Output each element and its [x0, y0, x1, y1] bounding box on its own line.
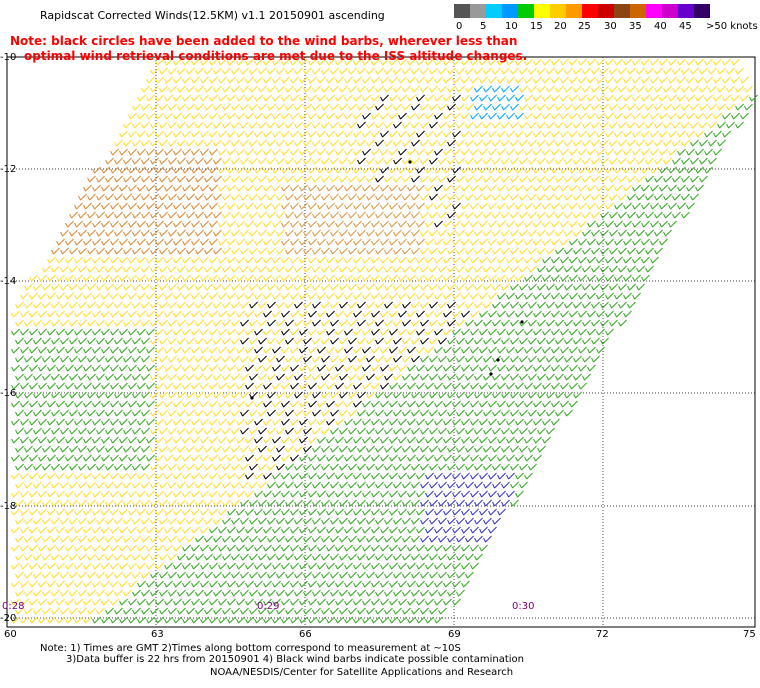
colorbar-swatch: [630, 4, 646, 18]
colorbar-swatch: [534, 4, 550, 18]
footer-note-2: 3)Data buffer is 22 hrs from 20150901 4)…: [66, 654, 524, 665]
lon-label: 75: [743, 629, 756, 640]
lat-label: -18: [0, 501, 17, 512]
contamination-dot: [520, 320, 524, 324]
colorbar-label: 30: [604, 21, 617, 32]
time-label: 0:28: [2, 601, 25, 612]
wind-barb-group: [11, 94, 758, 624]
map-title: Rapidscat Corrected Winds(12.5KM) v1.1 2…: [40, 9, 385, 22]
wind-barb-group: [281, 184, 425, 255]
lat-label: -20: [0, 613, 17, 624]
lat-label: -16: [0, 388, 17, 399]
contamination-dot: [250, 396, 254, 400]
lon-label: 63: [151, 629, 164, 640]
colorbar-label: 35: [629, 21, 642, 32]
colorbar-swatch: [518, 4, 534, 18]
time-label: 0:30: [512, 601, 535, 612]
colorbar-label: 45: [679, 21, 692, 32]
colorbar-label: 0: [456, 21, 463, 32]
colorbar-swatch: [454, 4, 470, 18]
lat-label: -14: [0, 276, 17, 287]
contamination-dot: [408, 160, 412, 164]
contamination-dot: [496, 358, 500, 362]
time-label: 0:29: [257, 601, 280, 612]
lat-label: -10: [0, 52, 17, 63]
colorbar-label: 15: [530, 21, 543, 32]
colorbar-swatch: [566, 4, 582, 18]
wind-barb-group: [470, 85, 524, 120]
colorbar-swatch: [614, 4, 630, 18]
colorbar-swatch: [678, 4, 694, 18]
lon-label: 60: [4, 629, 17, 640]
wind-barbs: [11, 58, 758, 624]
colorbar-swatch: [662, 4, 678, 18]
lon-label: 66: [299, 629, 312, 640]
colorbar-swatch: [470, 4, 486, 18]
colorbar-swatch: [694, 4, 710, 18]
colorbar-label: 5: [480, 21, 487, 32]
lat-label: -12: [0, 164, 17, 175]
colorbar-swatch: [598, 4, 614, 18]
wind-barb-group: [51, 148, 222, 255]
colorbar-label: >50 knots: [706, 21, 758, 32]
wind-barb-group: [11, 58, 753, 624]
lon-label: 72: [596, 629, 609, 640]
colorbar-label: 25: [578, 21, 591, 32]
colorbar-label: 40: [654, 21, 667, 32]
wind-barb-group: [420, 472, 515, 543]
colorbar-label: 20: [554, 21, 567, 32]
colorbar-swatch: [646, 4, 662, 18]
wind-barb-group: [240, 94, 470, 480]
colorbar-swatch: [582, 4, 598, 18]
colorbar-label: 10: [505, 21, 518, 32]
footer-credit: NOAA/NESDIS/Center for Satellite Applica…: [210, 667, 514, 678]
lon-label: 69: [448, 629, 461, 640]
footer-note-1: Note: 1) Times are GMT 2)Times along bot…: [40, 643, 461, 654]
colorbar-swatch: [550, 4, 566, 18]
colorbar-swatch: [502, 4, 518, 18]
note-line-1: Note: black circles have been added to t…: [10, 34, 518, 48]
colorbar-swatch: [486, 4, 502, 18]
contamination-dot: [489, 372, 493, 376]
colorbar: [454, 4, 710, 18]
note-line-2: optimal wind retrieval conditions are me…: [24, 49, 528, 63]
